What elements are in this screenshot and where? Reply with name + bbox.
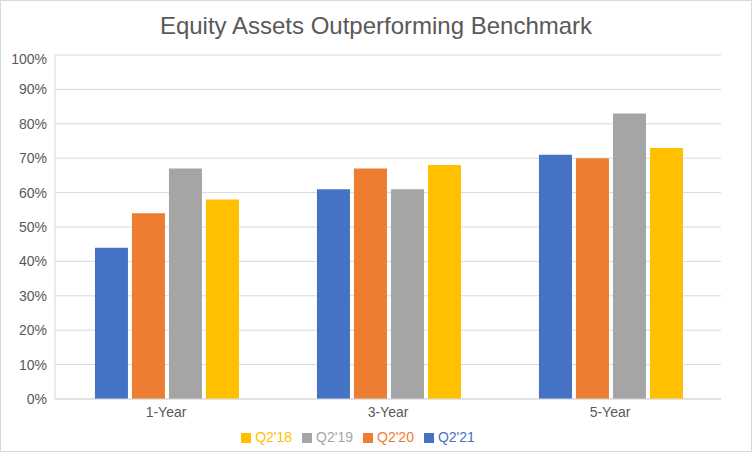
svg-text:10%: 10% [19, 357, 47, 373]
svg-text:0%: 0% [27, 391, 47, 407]
html-text:Q2'19: Q2'19 [316, 429, 353, 445]
html-text:Q2'18: Q2'18 [255, 429, 293, 445]
html-text:Equity Assets Outperforming Be: Equity Assets Outperforming Benchmark [159, 12, 593, 39]
svg-text:70%: 70% [19, 150, 47, 166]
html-text:Q2'21: Q2'21 [437, 429, 475, 445]
svg-text:20%: 20% [19, 322, 47, 338]
svg-text:40%: 40% [19, 253, 47, 269]
svg-text:3-Year: 3-Year [368, 404, 409, 420]
svg-text:1-Year: 1-Year [146, 404, 187, 420]
svg-text:30%: 30% [19, 288, 47, 304]
svg-text:100%: 100% [11, 51, 47, 67]
svg-text:90%: 90% [19, 81, 47, 97]
svg-text:5-Year: 5-Year [590, 404, 631, 420]
svg-text:80%: 80% [19, 116, 47, 132]
svg-text:60%: 60% [19, 185, 47, 201]
html-text:Q2'20: Q2'20 [377, 429, 414, 445]
svg-text:50%: 50% [19, 219, 47, 235]
